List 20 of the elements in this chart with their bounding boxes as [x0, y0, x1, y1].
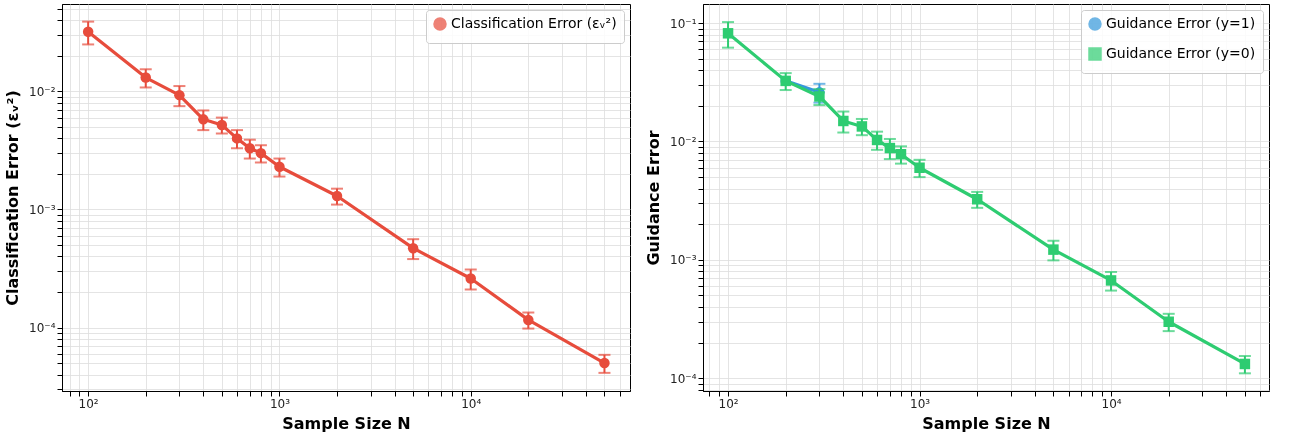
x-tick-label: 10³	[269, 396, 291, 411]
x-axis-title: Sample Size N	[922, 413, 1051, 433]
legend-label: Guidance Error (y=1)	[1106, 15, 1256, 31]
x-tick-label: 10²	[78, 396, 99, 411]
y-tick-label: 10⁻³	[670, 253, 697, 268]
legend-label: Classification Error (εᵥ²)	[451, 15, 617, 31]
y-tick-label: 10⁻⁴	[670, 371, 697, 386]
y-tick-label: 10⁻³	[29, 202, 56, 217]
x-tick-label: 10³	[910, 396, 931, 411]
legend-label: Guidance Error (y=0)	[1106, 45, 1256, 61]
x-axis-title: Sample Size N	[282, 413, 411, 433]
y-axis-title: Classification Error (εᵥ²)	[3, 90, 23, 306]
x-tick-label: 10²	[718, 396, 739, 411]
y-tick-label: 10⁻¹	[670, 16, 697, 31]
x-tick-label: 10⁴	[1101, 396, 1122, 411]
y-tick-label: 10⁻²	[670, 134, 697, 149]
x-tick-label: 10⁴	[461, 396, 482, 411]
y-axis-title: Guidance Error	[644, 130, 664, 266]
y-tick-label: 10⁻⁴	[29, 321, 56, 336]
y-tick-label: 10⁻²	[29, 84, 56, 99]
